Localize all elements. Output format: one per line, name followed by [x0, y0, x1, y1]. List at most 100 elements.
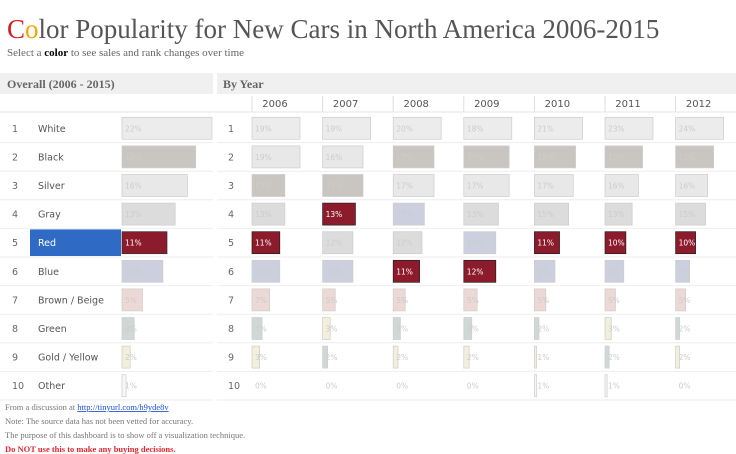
year-bar[interactable]: [675, 259, 690, 283]
year-bar[interactable]: [675, 202, 706, 226]
year-bar[interactable]: [251, 345, 260, 369]
color-name[interactable]: Gold / Yellow: [38, 353, 99, 364]
overall-label: 1%: [125, 382, 137, 391]
overall-label: 2%: [125, 353, 137, 362]
year-bar[interactable]: [675, 116, 724, 140]
footer-link[interactable]: http://tinyurl.com/h9yde8v: [77, 402, 169, 412]
year-label: 19%: [255, 153, 272, 162]
year-bar[interactable]: [322, 174, 364, 197]
year-bar[interactable]: [534, 116, 583, 140]
overall-bar: [121, 202, 176, 226]
year-bar[interactable]: [322, 145, 364, 169]
color-name[interactable]: Blue: [38, 267, 59, 278]
year-bar[interactable]: [392, 317, 401, 340]
year-header: 2007: [333, 99, 358, 110]
year-label: 2%: [326, 353, 338, 362]
year-bar[interactable]: [534, 374, 538, 398]
year-bar[interactable]: [463, 174, 510, 197]
year-bar[interactable]: [392, 345, 399, 369]
year-label: 1%: [608, 382, 620, 391]
overall-label: 18%: [125, 153, 142, 162]
year-label: 0%: [467, 382, 479, 391]
year-header: 2011: [615, 99, 640, 110]
color-name[interactable]: Silver: [38, 181, 65, 192]
year-bar[interactable]: [604, 259, 625, 283]
year-bar[interactable]: [604, 345, 610, 369]
year-bar[interactable]: [392, 202, 425, 226]
year-bar[interactable]: [675, 317, 680, 340]
year-bar[interactable]: [251, 259, 281, 283]
year-bar[interactable]: [534, 317, 540, 340]
year-bar[interactable]: [604, 174, 639, 197]
year-label: 21%: [537, 124, 554, 133]
title-letter: o: [25, 14, 39, 44]
year-bar[interactable]: [534, 288, 547, 312]
year-bar[interactable]: [534, 174, 574, 197]
color-name[interactable]: Brown / Beige: [38, 295, 104, 306]
year-bar[interactable]: [463, 259, 497, 283]
year-bar[interactable]: [251, 202, 286, 226]
year-bar[interactable]: [251, 145, 301, 169]
year-bar[interactable]: [251, 288, 271, 312]
year-bar[interactable]: [251, 317, 263, 340]
year-bar[interactable]: [604, 202, 633, 226]
year-bar[interactable]: [604, 374, 608, 398]
year-bar[interactable]: [463, 145, 510, 169]
year-bar[interactable]: [251, 116, 301, 140]
year-bar[interactable]: [251, 174, 286, 197]
color-name[interactable]: Other: [38, 381, 65, 392]
year-bar[interactable]: [322, 317, 331, 340]
color-name[interactable]: Gray: [38, 210, 61, 221]
year-bar[interactable]: [463, 288, 478, 312]
year-bar[interactable]: [463, 116, 513, 140]
year-bar[interactable]: [534, 259, 556, 283]
year-bar[interactable]: [604, 231, 627, 255]
year-bar[interactable]: [675, 288, 686, 312]
year-bar[interactable]: [392, 288, 406, 312]
color-name[interactable]: White: [38, 124, 66, 135]
year-bar[interactable]: [251, 231, 281, 255]
year-bar[interactable]: [463, 231, 497, 255]
year-bar[interactable]: [322, 202, 356, 226]
year-label: 5%: [679, 296, 691, 305]
year-bar[interactable]: [534, 145, 576, 169]
overall-bar: [121, 259, 164, 283]
year-label: 1%: [537, 382, 549, 391]
year-bar[interactable]: [322, 345, 329, 369]
year-bar[interactable]: [604, 288, 616, 312]
year-bar[interactable]: [534, 345, 538, 369]
year-bar[interactable]: [604, 317, 612, 340]
year-bar[interactable]: [392, 145, 435, 169]
rank: 8: [12, 324, 18, 335]
year-bar[interactable]: [675, 145, 714, 169]
year-bar[interactable]: [463, 345, 470, 369]
year-bar[interactable]: [534, 231, 560, 255]
color-name[interactable]: Red: [38, 238, 56, 249]
overall-label: 3%: [125, 325, 137, 334]
year-bar[interactable]: [463, 202, 499, 226]
year-label: 4%: [255, 325, 267, 334]
year-bar[interactable]: [322, 288, 336, 312]
year-bar[interactable]: [322, 231, 354, 255]
year-bar[interactable]: [534, 202, 570, 226]
year-bar[interactable]: [463, 317, 473, 340]
year-bar[interactable]: [392, 116, 442, 140]
year-label: 13%: [467, 210, 484, 219]
color-name[interactable]: Green: [38, 324, 67, 335]
year-label: 11%: [255, 239, 272, 248]
year-bar[interactable]: [322, 259, 354, 283]
color-name[interactable]: Black: [38, 152, 64, 163]
rank: 10: [12, 381, 24, 392]
year-bar[interactable]: [675, 231, 696, 255]
year-bar[interactable]: [604, 116, 654, 140]
year-bar[interactable]: [604, 145, 643, 169]
overall-label: 5%: [125, 296, 137, 305]
year-bar[interactable]: [392, 231, 423, 255]
year-rank: 7: [228, 295, 234, 306]
year-bar[interactable]: [675, 345, 680, 369]
year-label: 2%: [467, 353, 479, 362]
year-bar[interactable]: [675, 174, 708, 197]
year-bar[interactable]: [392, 259, 420, 283]
year-bar[interactable]: [322, 116, 371, 140]
year-bar[interactable]: [392, 174, 435, 197]
